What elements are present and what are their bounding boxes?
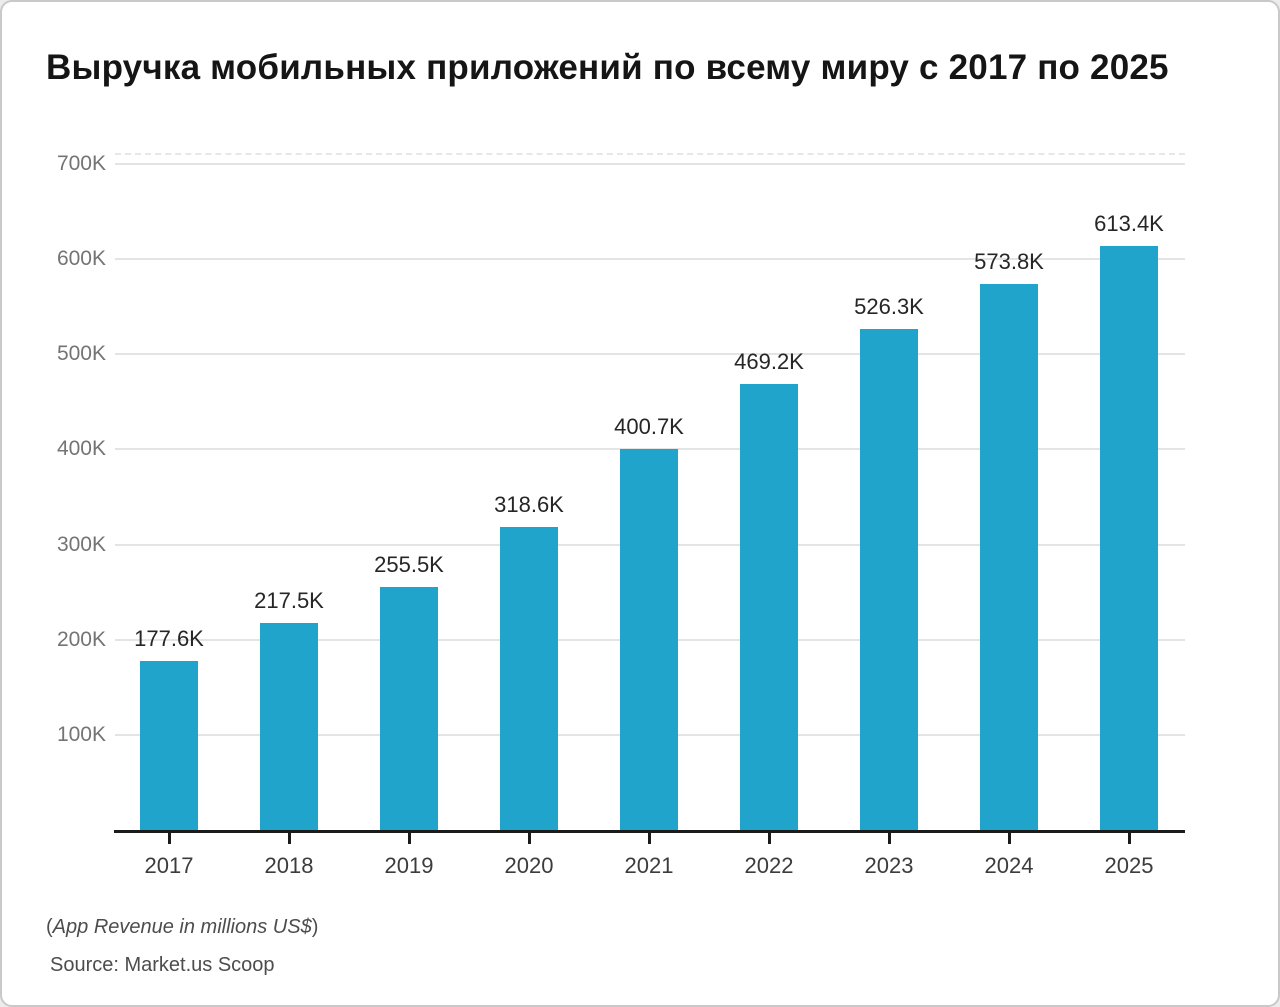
bar-2017 — [140, 661, 198, 830]
paren-close: ) — [311, 916, 319, 938]
x-axis-line — [114, 830, 1185, 833]
x-axis-tick-label: 2025 — [1104, 853, 1154, 878]
bar-value-label: 255.5K — [374, 552, 444, 577]
chart-title: Выручка мобильных приложений по всему ми… — [46, 48, 1169, 87]
bar-value-label: 526.3K — [854, 294, 924, 319]
bar-2021 — [620, 449, 678, 830]
bar-2024 — [980, 284, 1038, 830]
x-axis-tick — [1128, 833, 1131, 844]
bar-2019 — [380, 587, 438, 830]
y-axis-tick-label: 700K — [56, 152, 106, 175]
plot-top-dashed-line — [115, 153, 1185, 155]
bar-value-label: 573.8K — [974, 249, 1044, 274]
bar-2018 — [260, 623, 318, 830]
x-axis-tick-label: 2020 — [504, 853, 554, 878]
x-axis-tick-label: 2019 — [384, 853, 434, 878]
bar-2020 — [500, 527, 558, 830]
x-axis-tick — [168, 833, 171, 844]
bar-value-label: 177.6K — [134, 626, 204, 651]
x-axis-tick — [768, 833, 771, 844]
x-axis-tick-label: 2024 — [984, 853, 1034, 878]
x-axis-tick — [288, 833, 291, 844]
source-note: Source: Market.us Scoop — [50, 954, 275, 976]
bar-value-label: 318.6K — [494, 492, 564, 517]
x-axis-tick-label: 2017 — [144, 853, 194, 878]
axis-unit-note: (App Revenue in millions US$) — [46, 916, 318, 939]
bar-value-label: 613.4K — [1094, 211, 1164, 236]
bar-value-label: 400.7K — [614, 414, 684, 439]
x-axis-tick-label: 2018 — [264, 853, 314, 878]
bar-2022 — [740, 384, 798, 830]
bar-2025 — [1100, 246, 1158, 830]
x-axis-tick-label: 2021 — [624, 853, 674, 878]
x-axis-tick — [528, 833, 531, 844]
x-axis-tick-label: 2023 — [864, 853, 914, 878]
y-axis-tick-label: 300K — [56, 533, 106, 556]
y-axis-tick-label: 500K — [56, 342, 106, 365]
bar-value-label: 469.2K — [734, 349, 804, 374]
x-axis-tick — [888, 833, 891, 844]
axis-unit-note-text: App Revenue in millions US$ — [52, 916, 312, 938]
gridline-500K — [115, 353, 1185, 355]
y-axis-tick-label: 400K — [56, 437, 106, 460]
y-axis-tick-label: 600K — [56, 247, 106, 270]
paren-open: ( — [46, 916, 53, 938]
gridline-600K — [115, 258, 1185, 260]
x-axis-tick — [1008, 833, 1011, 844]
y-axis-tick-label: 100K — [56, 723, 106, 746]
gridline-700K — [115, 163, 1185, 165]
bar-2023 — [860, 329, 918, 830]
x-axis-tick — [408, 833, 411, 844]
x-axis-tick — [648, 833, 651, 844]
bar-value-label: 217.5K — [254, 588, 324, 613]
x-axis-tick-label: 2022 — [744, 853, 794, 878]
y-axis-tick-label: 200K — [56, 628, 106, 651]
